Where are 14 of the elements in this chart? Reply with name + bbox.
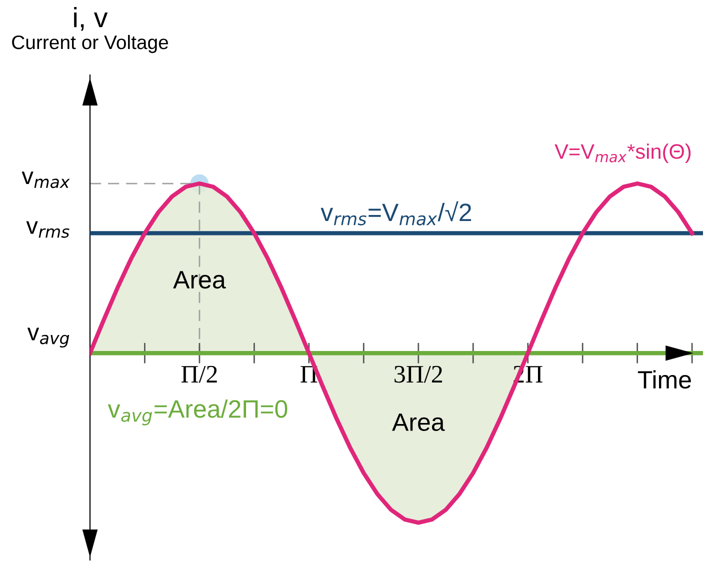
chart-title: i, v <box>74 7 108 31</box>
x-tick-label: Π/2 <box>181 366 217 383</box>
annotation: v$_{avg}$ <box>108 404 152 426</box>
text: =Area/2Π=0 <box>154 399 288 418</box>
ref-line-label: v$_{rms}$=V$_{max}$/√2 <box>320 201 472 226</box>
chart-subtitle: Current or Voltage <box>12 34 168 54</box>
series-label: V=V$_{max}$*sin(Θ) <box>554 144 691 164</box>
text: v$_{avg}$ <box>27 328 70 348</box>
annotation: Area <box>173 271 226 289</box>
text: v$_{rms}$ <box>26 221 70 238</box>
text: v$_{max}$ <box>22 172 70 188</box>
x-axis-title: Time <box>638 370 691 389</box>
x-tick-label: 3Π/2 <box>394 366 442 383</box>
annotation: Area <box>392 414 445 432</box>
